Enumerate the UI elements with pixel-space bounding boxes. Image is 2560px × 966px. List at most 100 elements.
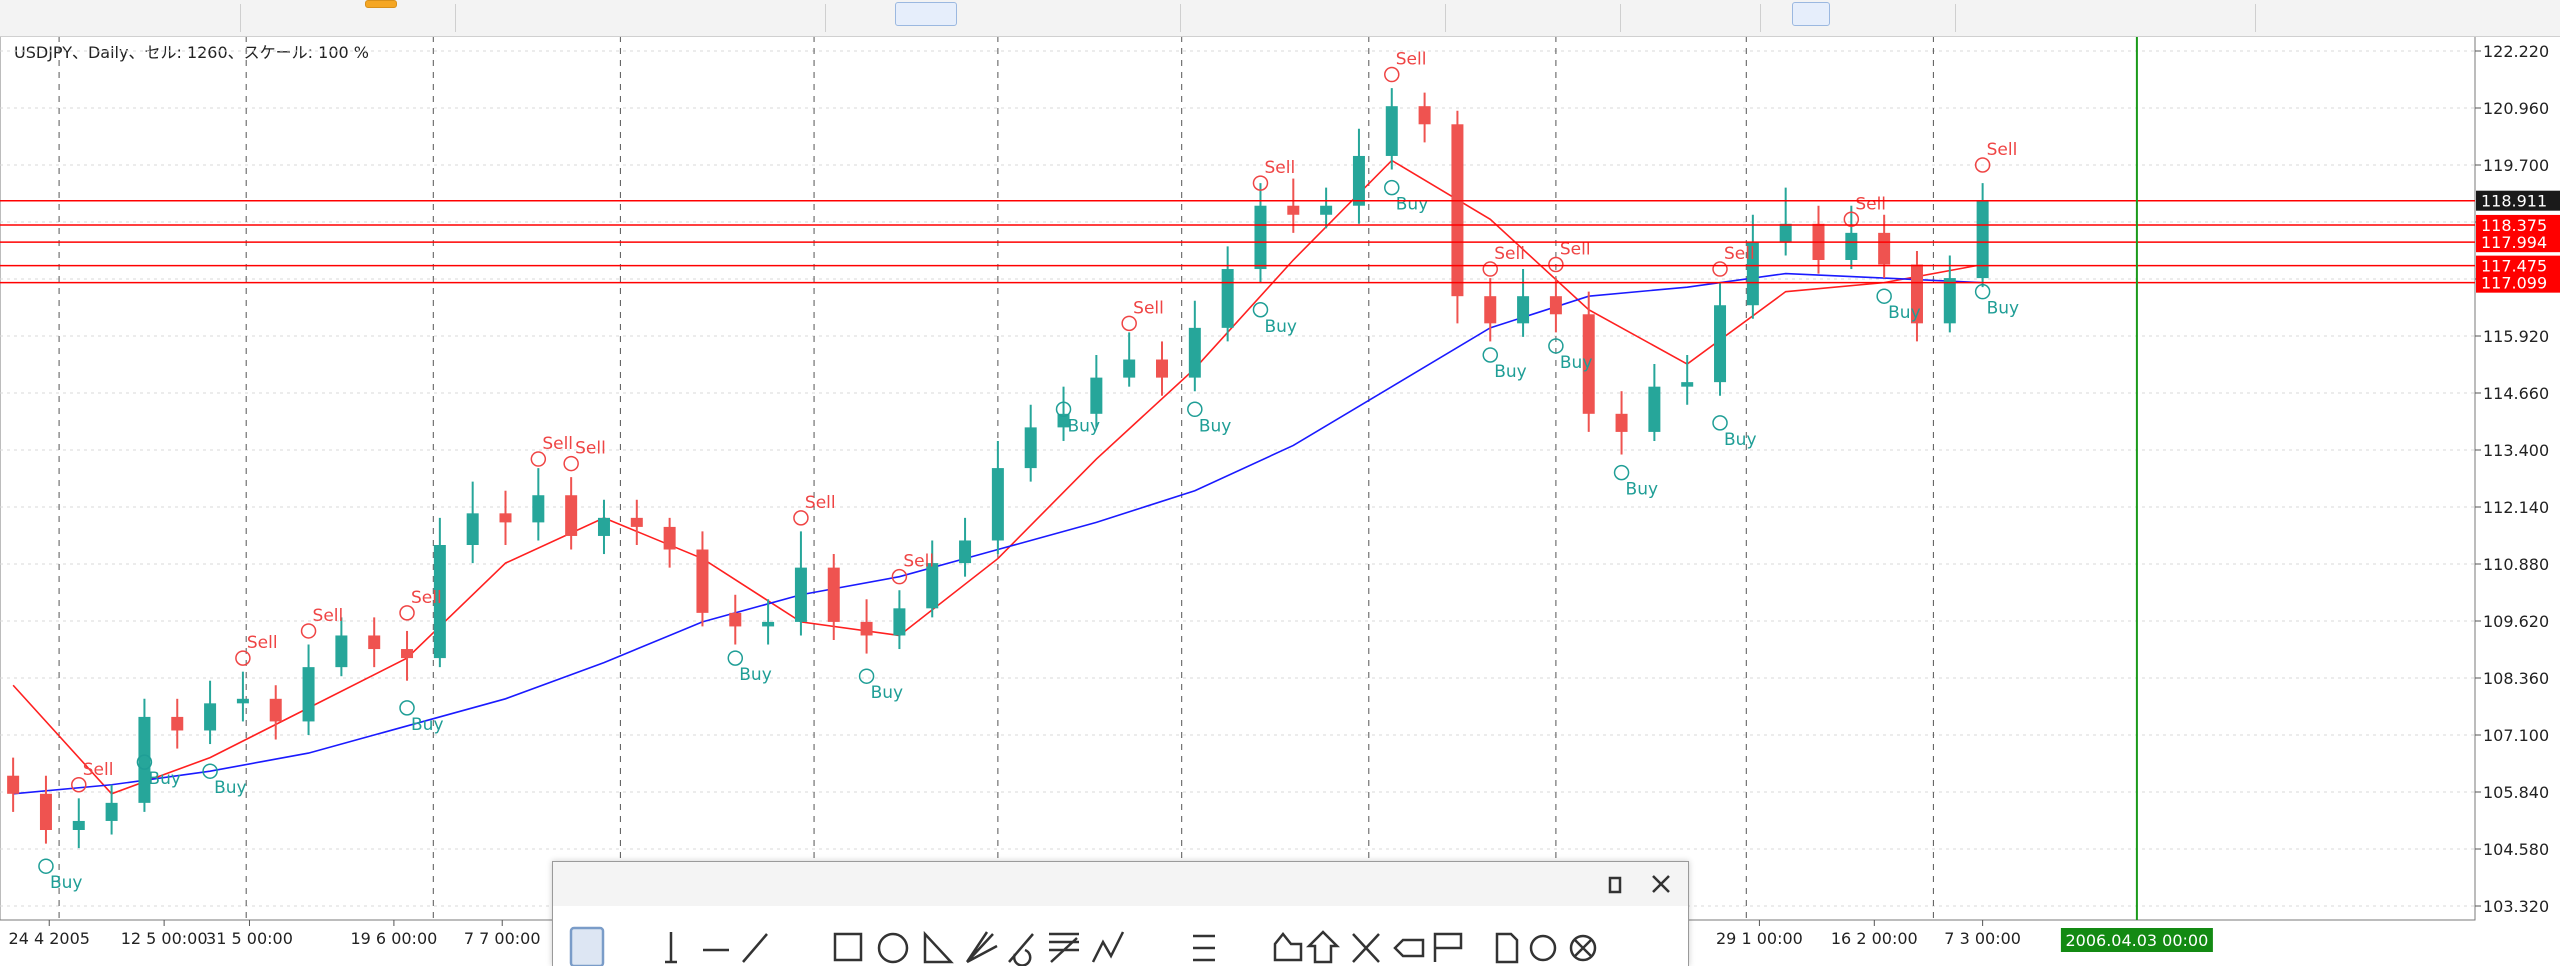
- candle-body: [1943, 278, 1956, 324]
- signal-marker: [727, 650, 744, 666]
- price-label: 117.099: [2481, 274, 2547, 293]
- candle-body: [794, 567, 807, 622]
- candle-body: [1615, 413, 1628, 432]
- signal-marker: [136, 754, 153, 770]
- signal-label: Buy: [871, 683, 904, 703]
- candle-body: [466, 513, 479, 545]
- signal-marker: [1843, 211, 1860, 228]
- signal-label: Sell: [411, 588, 442, 608]
- button[interactable]: [365, 0, 397, 8]
- signal-label: Buy: [739, 665, 772, 685]
- candle-body: [1385, 106, 1398, 156]
- signal-marker: [1876, 288, 1892, 304]
- tool-list[interactable]: [1193, 934, 1215, 962]
- signal-label: Buy: [148, 769, 181, 789]
- dock-icon[interactable]: [1608, 876, 1622, 894]
- tool-text[interactable]: [1495, 932, 1519, 964]
- separator: [1955, 4, 1956, 32]
- tool-rect[interactable]: [833, 932, 863, 962]
- candle-body: [926, 563, 939, 609]
- candle-body: [335, 635, 348, 668]
- signal-label: Buy: [1560, 353, 1593, 373]
- signal-marker: [1384, 179, 1400, 196]
- signal-marker: [858, 668, 875, 684]
- signal-label: Buy: [50, 873, 83, 893]
- signal-label: Buy: [1396, 195, 1429, 215]
- candle-body: [1582, 314, 1595, 414]
- candle-body: [1714, 305, 1727, 383]
- price-label: 117.475: [2481, 257, 2547, 276]
- signal-marker: [1384, 66, 1400, 83]
- signal-label: Buy: [1724, 430, 1757, 450]
- signal-label: Sell: [1264, 158, 1295, 178]
- candle-body: [1221, 269, 1234, 328]
- candle-body: [72, 820, 85, 830]
- tool-target[interactable]: [1529, 934, 1557, 962]
- separator: [825, 4, 826, 32]
- signal-label: Sell: [805, 493, 836, 513]
- tool-wave[interactable]: [1091, 931, 1125, 963]
- candle-body: [1123, 359, 1136, 378]
- tool-remove-x[interactable]: [1574, 939, 1592, 957]
- separator: [2255, 4, 2256, 32]
- signal-label: Sell: [1133, 298, 1164, 318]
- drawing-tools: [553, 862, 1688, 966]
- candle-body: [893, 608, 906, 636]
- signal-marker: [202, 763, 218, 779]
- separator: [1760, 4, 1761, 32]
- button[interactable]: [895, 2, 957, 26]
- cursor-label: 2006.04.03 00:00: [2065, 931, 2208, 950]
- separator: [1180, 4, 1181, 32]
- signal-marker: [71, 777, 87, 793]
- signal-label: Sell: [83, 760, 114, 780]
- candle-body: [1057, 413, 1070, 428]
- signal-label: Sell: [1724, 244, 1755, 264]
- x-tick-label: 7 7 00:00: [464, 929, 541, 948]
- tool-thumb[interactable]: [1273, 931, 1303, 962]
- candle-body: [565, 495, 578, 536]
- y-tick-label: 104.580: [2483, 840, 2549, 859]
- y-tick-label: 114.660: [2483, 384, 2549, 403]
- tool-arc[interactable]: [1008, 933, 1034, 966]
- candle-body: [959, 540, 972, 564]
- tool-flag[interactable]: [1433, 932, 1463, 962]
- candle-body: [696, 549, 709, 613]
- candle-body: [1779, 223, 1792, 242]
- candle-body: [1681, 382, 1694, 387]
- x-tick-label: 29 1 00:00: [1716, 929, 1803, 948]
- tool-ellipse[interactable]: [877, 932, 909, 964]
- y-tick-label: 103.320: [2483, 897, 2549, 916]
- tool-remove[interactable]: [1569, 934, 1597, 962]
- separator: [455, 4, 456, 32]
- tool-arrow[interactable]: [1305, 930, 1341, 964]
- tool-cross[interactable]: [1352, 933, 1380, 963]
- signal-marker: [563, 455, 579, 472]
- tool-select[interactable]: [569, 926, 605, 966]
- candle-body: [1845, 232, 1858, 260]
- signal-label: Buy: [1494, 362, 1527, 382]
- tool-fan[interactable]: [965, 931, 998, 964]
- close-icon[interactable]: [1652, 875, 1670, 893]
- tool-vline[interactable]: [665, 932, 677, 964]
- button[interactable]: [1792, 2, 1830, 26]
- tool-fibo[interactable]: [1049, 932, 1079, 963]
- signal-label: Buy: [1199, 416, 1232, 436]
- candle-body: [1910, 264, 1923, 324]
- signal-label: Sell: [1494, 244, 1525, 264]
- candle-body: [204, 703, 217, 731]
- signal-marker: [1482, 347, 1499, 363]
- candle-body: [269, 698, 282, 722]
- price-label-box: [2476, 214, 2560, 235]
- tool-triangle[interactable]: [923, 930, 954, 964]
- candle-body: [1746, 241, 1759, 306]
- candle-body: [827, 567, 840, 622]
- candle-body: [1090, 377, 1103, 414]
- tool-label[interactable]: [1393, 938, 1425, 958]
- signal-marker: [1121, 315, 1137, 332]
- candle-body: [1517, 296, 1530, 324]
- separator: [1445, 4, 1446, 32]
- tool-trend[interactable]: [742, 933, 768, 963]
- x-tick-label: 12 5 00:00: [121, 929, 208, 948]
- signal-label: Sell: [247, 633, 278, 653]
